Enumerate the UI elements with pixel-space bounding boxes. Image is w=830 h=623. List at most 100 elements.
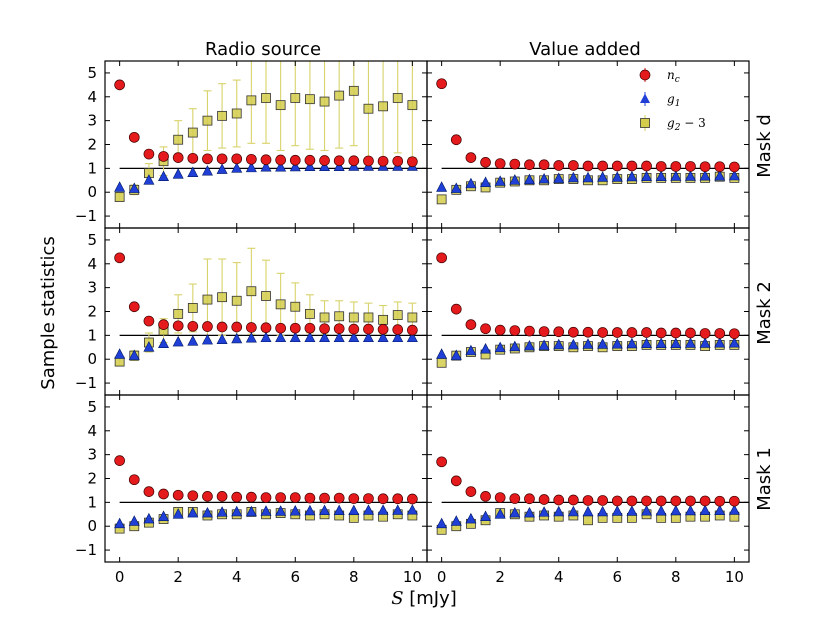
legend-label-base: n: [667, 68, 675, 82]
nc-point: [289, 492, 301, 503]
legend-g2-3-marker: [640, 118, 650, 128]
g1-point: [304, 160, 316, 171]
nc-point: [436, 252, 447, 264]
g2-3-point: [275, 299, 286, 310]
g2-3-point: [187, 303, 198, 313]
x-tick-label: 2: [173, 568, 183, 586]
nc-point: [392, 155, 404, 167]
nc-point: [202, 491, 213, 502]
g1-point: [626, 170, 638, 182]
g1-point: [597, 338, 609, 349]
nc-point: [509, 325, 521, 336]
x-tick-label: 4: [554, 568, 564, 586]
g2-3-point: [334, 90, 345, 101]
g1-point: [641, 170, 653, 182]
g1-point: [553, 338, 565, 350]
g2-3-point: [217, 292, 227, 303]
g2-3-point: [231, 108, 242, 119]
nc-point: [231, 321, 243, 333]
g1-point: [655, 337, 667, 349]
g1-point: [143, 512, 155, 524]
nc-point: [143, 315, 155, 327]
g2-3-point: [114, 192, 125, 202]
y-tick-label: 2: [87, 136, 97, 154]
g1-point: [260, 331, 272, 343]
g1-point: [304, 331, 316, 343]
g1-point: [348, 504, 360, 516]
nc-point: [143, 148, 155, 160]
g2-3-point: [334, 311, 345, 322]
panel-frame: [104, 394, 428, 563]
g1-point: [611, 171, 623, 182]
g2-3-point: [348, 85, 359, 96]
nc-point: [670, 327, 682, 339]
g1-point: [480, 176, 492, 187]
nc-point: [158, 488, 169, 500]
nc-point: [304, 492, 316, 504]
nc-point: [231, 153, 243, 165]
g1-point: [480, 510, 492, 521]
y-tick-label: −1: [75, 207, 97, 225]
g2-3-point: [275, 100, 286, 111]
nc-point: [568, 160, 579, 171]
nc-point: [377, 324, 389, 335]
g1-point: [567, 171, 579, 183]
nc-point: [377, 155, 389, 167]
g2-3-point: [173, 308, 184, 319]
x-tick-label: 10: [403, 568, 422, 586]
g1-point: [201, 506, 213, 518]
g1-point: [231, 332, 243, 344]
g2-3-point: [436, 194, 447, 205]
nc-point: [436, 78, 447, 90]
g1-point: [377, 504, 389, 515]
g1-point: [260, 505, 272, 516]
y-tick-label: 5: [87, 398, 97, 416]
g1-point: [538, 172, 550, 184]
row-label-mask-d: Mask d: [754, 114, 775, 178]
legend-nc-marker: [639, 69, 651, 81]
nc-point: [143, 486, 155, 497]
g1-point: [450, 515, 462, 526]
g2-3-point: [231, 295, 242, 306]
g2-3-point: [363, 312, 374, 323]
legend-label-g2m3: g2 − 3: [667, 116, 706, 133]
nc-point: [465, 319, 477, 330]
nc-point: [172, 489, 184, 501]
nc-point: [289, 322, 301, 334]
nc-point: [246, 153, 257, 165]
g1-point: [655, 170, 667, 182]
plots: −1 0 1 2 3 4 5 −1 0 1 2 3 4 5 −1 0 1 2 3 4 5 0 2 4 6 8 10 0 2 4 6 8 10 nc…: [75, 60, 750, 586]
nc-point: [655, 327, 667, 339]
nc-point: [333, 492, 345, 504]
g1-point: [728, 337, 740, 348]
nc-point: [450, 475, 462, 487]
legend-label-base: g: [667, 116, 675, 130]
g1-point: [450, 182, 462, 193]
nc-point: [582, 326, 594, 338]
g1-point: [275, 331, 287, 343]
y-axis-label: Sample statistics: [38, 236, 59, 389]
nc-point: [158, 319, 169, 330]
nc-point: [480, 323, 491, 335]
nc-point: [597, 495, 608, 506]
g1-point: [523, 173, 535, 185]
g1-point: [158, 170, 170, 182]
x-tick-label: 8: [349, 568, 359, 586]
g1-point: [699, 504, 711, 516]
column-title-value-added: Value added: [529, 39, 641, 60]
x-tick-label: 10: [725, 568, 744, 586]
g1-point: [406, 331, 418, 343]
g1-point: [494, 341, 506, 353]
nc-point: [494, 324, 506, 336]
nc-point: [260, 322, 272, 334]
nc-point: [172, 152, 184, 163]
nc-point: [699, 328, 711, 339]
x-axis-label-unit: [mJy]: [404, 588, 457, 609]
nc-point: [538, 159, 550, 171]
g1-point: [392, 331, 404, 343]
nc-point: [553, 494, 565, 506]
g1-point: [670, 170, 682, 181]
nc-point: [509, 493, 521, 504]
nc-point: [480, 157, 491, 168]
